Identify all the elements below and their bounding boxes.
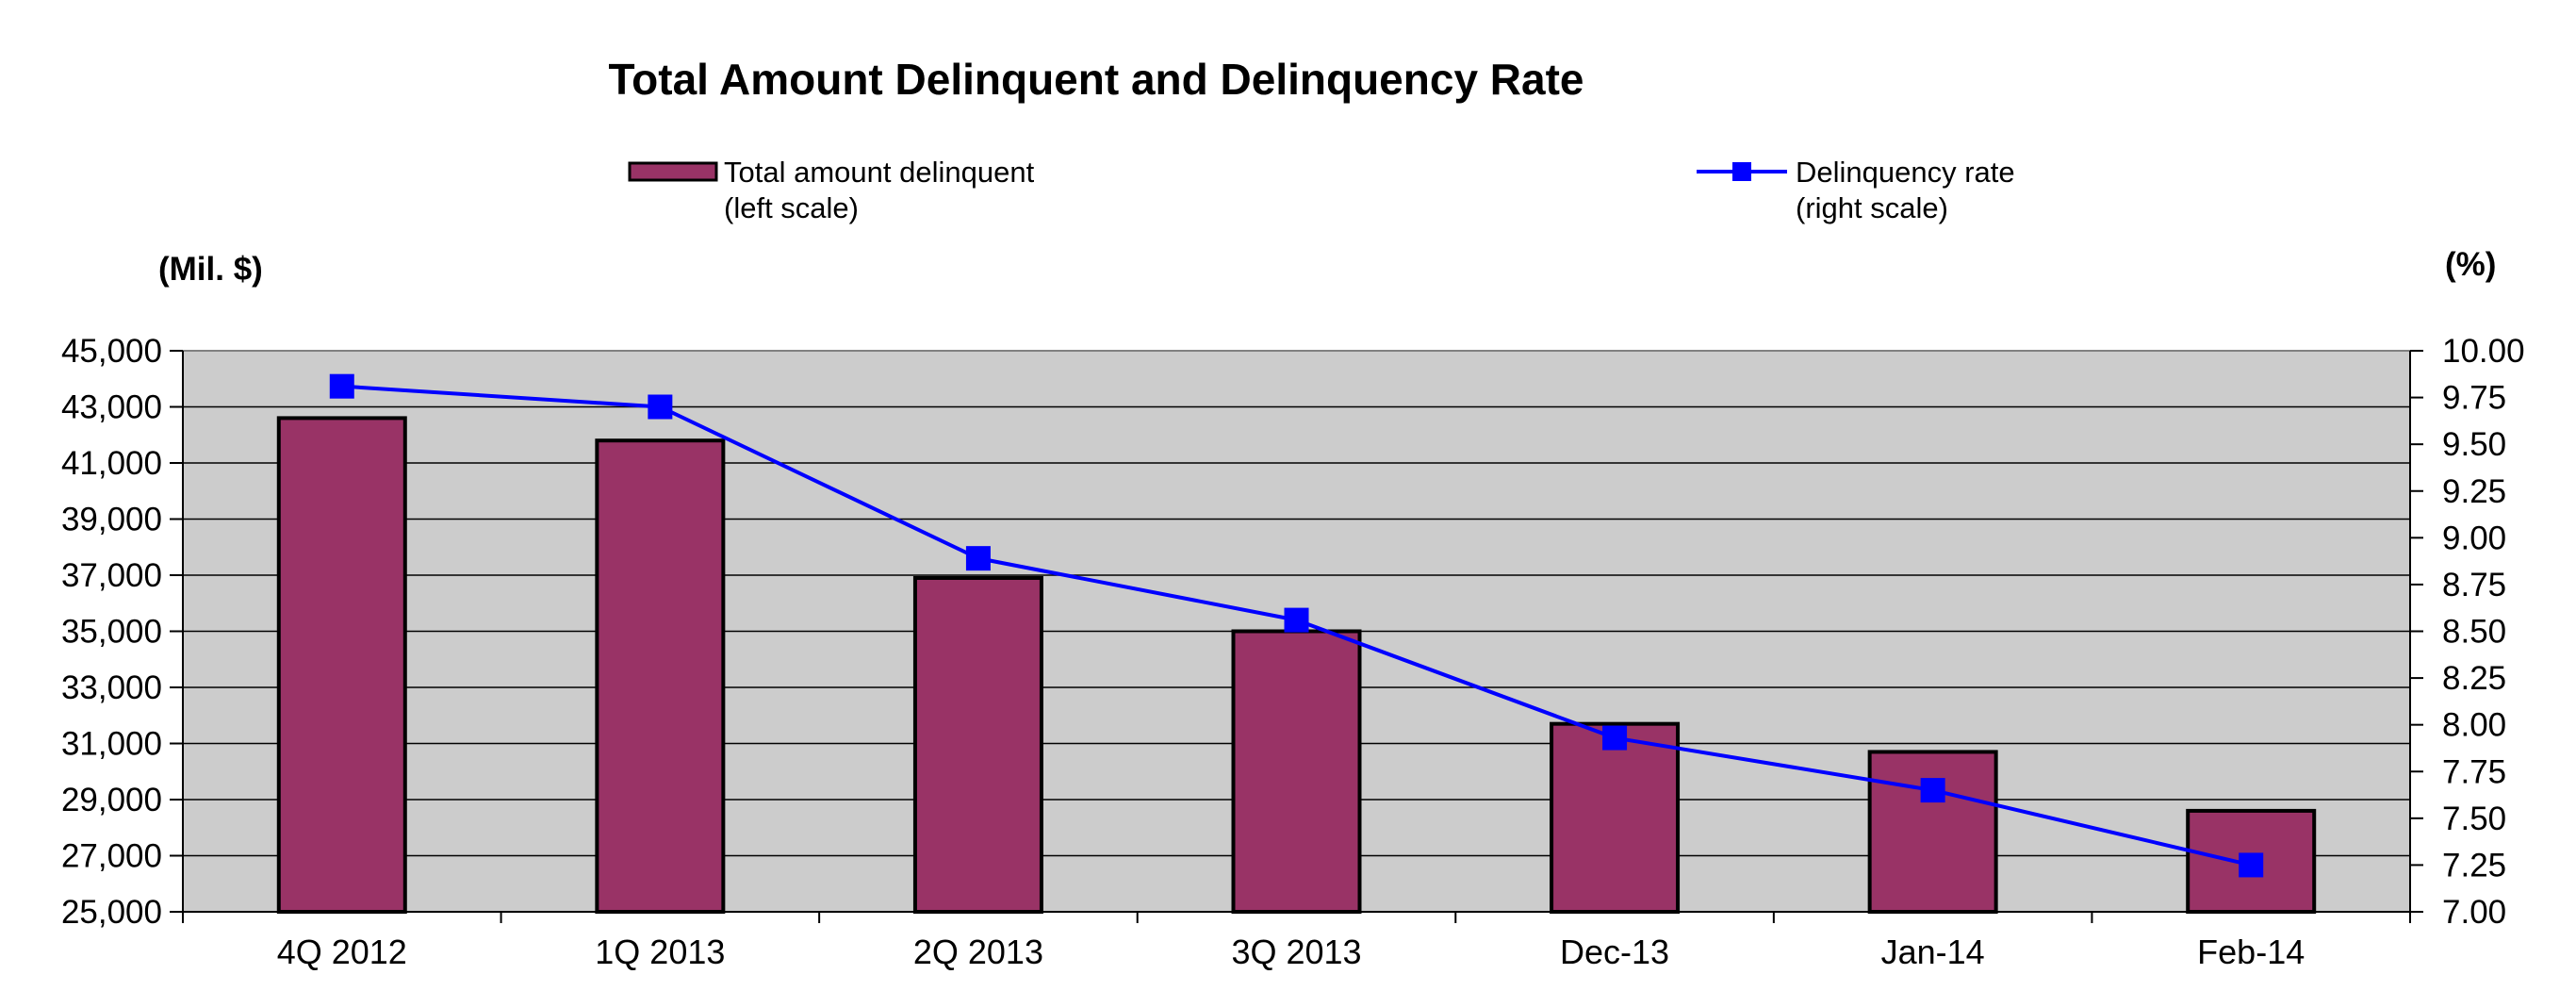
legend-bar-sublabel: (left scale) [724, 191, 859, 224]
right-axis-tick-label: 8.75 [2442, 567, 2506, 603]
left-axis-tick-label: 45,000 [61, 333, 162, 370]
bar [595, 438, 726, 914]
bar [1231, 629, 1362, 914]
right-axis-tick-label: 9.50 [2442, 426, 2506, 463]
plot-area: 25,000 27,000 29,000 31,000 33,000 35,000 37,0… [61, 333, 2525, 971]
left-axis-tick-label: 31,000 [61, 726, 162, 763]
bar [912, 575, 1043, 914]
right-axis-tick-label: 8.00 [2442, 707, 2506, 744]
legend-line-marker [1732, 162, 1751, 181]
left-axis-tick-label: 37,000 [61, 557, 162, 594]
rate-marker [2239, 852, 2264, 878]
chart-title: Total Amount Delinquent and Delinquency … [608, 55, 1583, 104]
rate-marker [1602, 725, 1628, 751]
right-axis-tick-label: 9.25 [2442, 473, 2506, 510]
right-axis-tick-label: 8.50 [2442, 614, 2506, 651]
rate-marker [648, 394, 673, 420]
left-axis-tick-label: 41,000 [61, 445, 162, 482]
x-axis-tick-label: Feb-14 [2197, 933, 2305, 971]
left-axis-tick-label: 35,000 [61, 614, 162, 651]
right-axis-tick-label: 9.00 [2442, 520, 2506, 556]
bar [1867, 750, 1998, 914]
left-axis-tick-label: 43,000 [61, 389, 162, 426]
x-axis-tick-label: Dec-13 [1560, 933, 1669, 971]
left-axis-tick-label: 29,000 [61, 782, 162, 818]
right-axis-tick-label: 7.75 [2442, 753, 2506, 790]
x-axis-tick-label: 2Q 2013 [913, 933, 1043, 971]
rate-marker [1920, 778, 1945, 803]
right-axis-tick-label: 7.50 [2442, 801, 2506, 837]
right-axis-tick-label: 10.00 [2442, 333, 2525, 370]
legend-line-label: Delinquency rate [1796, 156, 2015, 189]
bar [276, 416, 407, 914]
x-axis-tick-label: 1Q 2013 [595, 933, 725, 971]
right-axis-tick-label: 7.00 [2442, 894, 2506, 931]
legend-bar-swatch [628, 161, 718, 182]
left-axis-tick-label: 39,000 [61, 502, 162, 538]
left-axis-unit-label: (Mil. $) [158, 251, 263, 288]
x-axis-tick-label: 3Q 2013 [1231, 933, 1361, 971]
bar [1550, 721, 1681, 914]
left-axis-tick-label: 27,000 [61, 838, 162, 875]
right-axis-unit-label: (%) [2445, 246, 2496, 283]
x-axis-tick-label: Jan-14 [1881, 933, 1985, 971]
x-axis-tick-label: 4Q 2012 [277, 933, 407, 971]
right-axis-tick-label: 8.25 [2442, 660, 2506, 697]
right-axis-tick-label: 7.25 [2442, 847, 2506, 884]
legend-line-sublabel: (right scale) [1796, 191, 1948, 224]
right-axis-tick-label: 9.75 [2442, 380, 2506, 417]
legend-bar-label: Total amount delinquent [724, 156, 1035, 189]
legend: Total amount delinquent (left scale) Del… [628, 156, 2015, 224]
rate-marker [965, 546, 991, 571]
rate-marker [1284, 607, 1309, 633]
left-axis-tick-label: 25,000 [61, 894, 162, 931]
left-axis-tick-label: 33,000 [61, 669, 162, 706]
rate-marker [329, 373, 354, 399]
